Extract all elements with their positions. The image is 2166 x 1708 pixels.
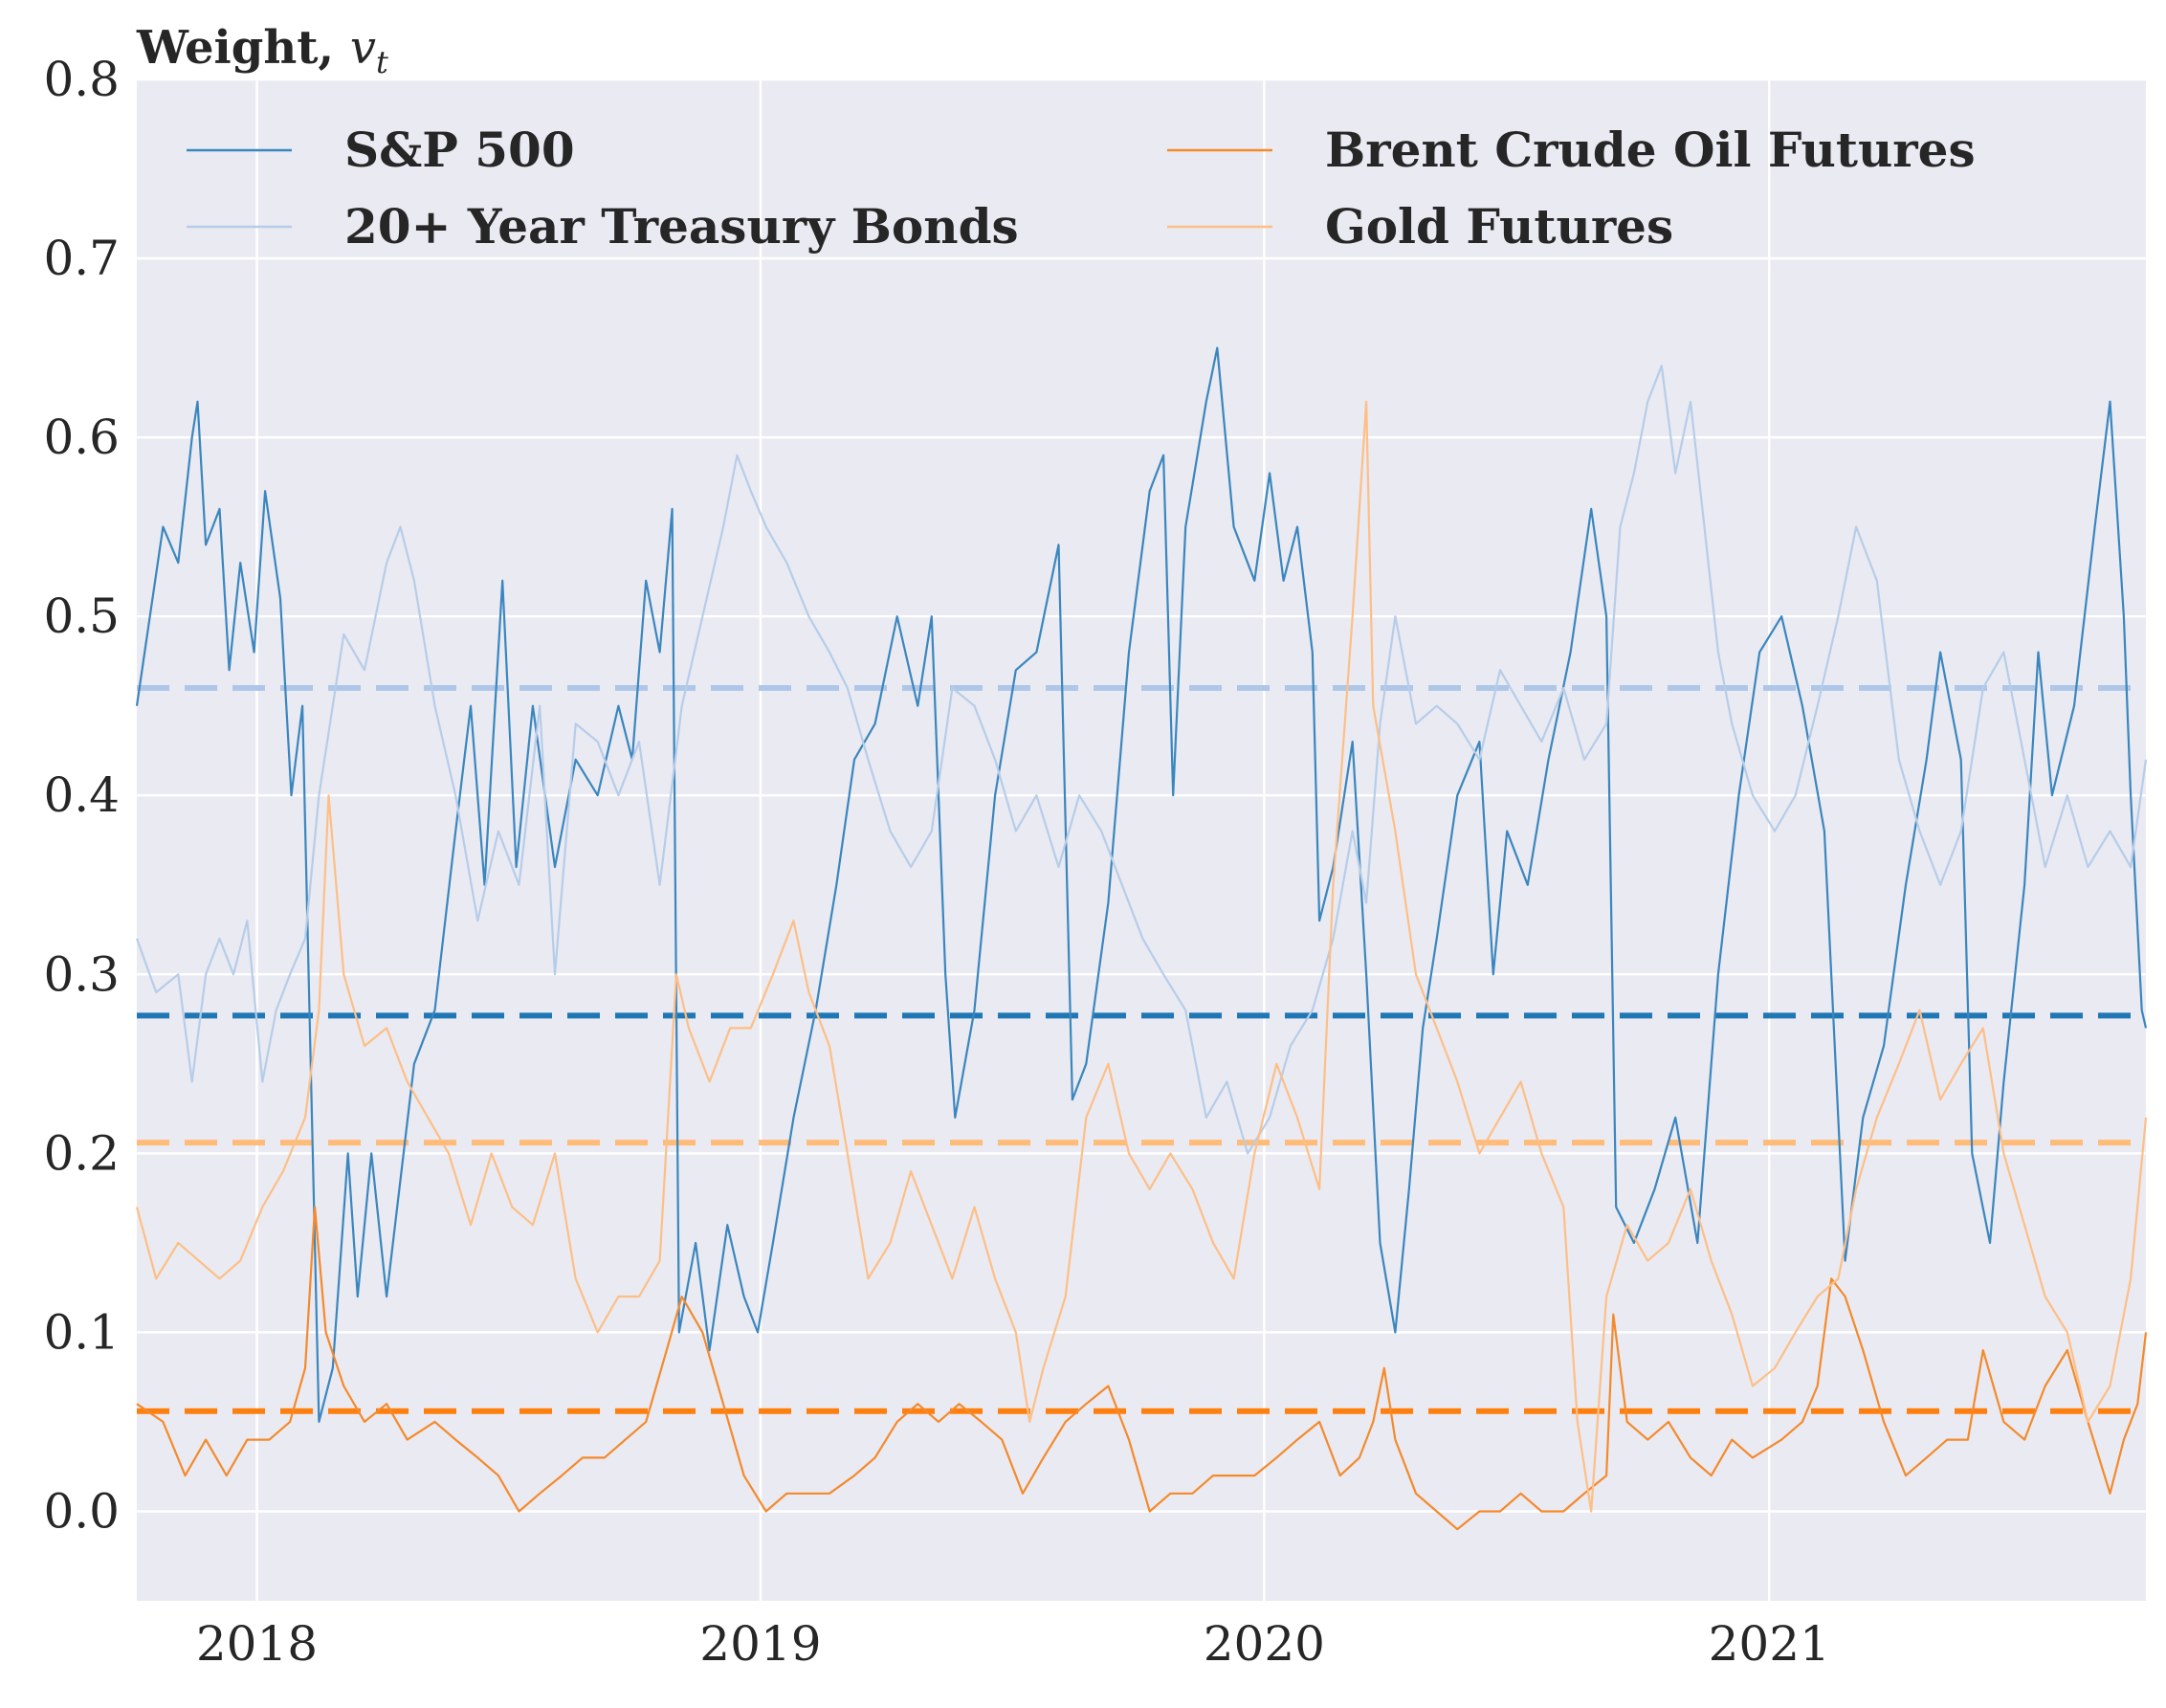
y-axis-label: Weight, vt: [136, 21, 388, 80]
y-tick-label: 0.7: [43, 231, 120, 286]
grid-lines: [137, 78, 2146, 1601]
y-axis-ticks: 0.0 0.1 0.2 0.3 0.4 0.5 0.6 0.7 0.8: [43, 52, 120, 1539]
legend-label-gold-futures: Gold Futures: [1325, 198, 1673, 255]
legend: S&P 500 20+ Year Treasury Bonds Brent Crud…: [187, 122, 1976, 255]
series-line-gold-futures: [135, 400, 2148, 1513]
x-tick-label: 2019: [699, 1616, 821, 1672]
y-tick-label: 0.4: [43, 767, 120, 823]
mean-lines: [137, 685, 2146, 1414]
series-lines: [135, 346, 2148, 1531]
y-tick-label: 0.6: [43, 410, 120, 465]
plot-background: [137, 79, 2146, 1601]
x-tick-label: 2020: [1204, 1616, 1325, 1672]
legend-label-brent-crude-oil-futures: Brent Crude Oil Futures: [1325, 122, 1976, 178]
series-line-s-p-500: [135, 346, 2148, 1424]
x-tick-label: 2018: [196, 1616, 318, 1672]
legend-label-s-p-500: S&P 500: [344, 122, 575, 178]
y-tick-label: 0.5: [43, 588, 120, 644]
y-tick-label: 0.1: [43, 1304, 120, 1360]
y-tick-label: 0.3: [43, 946, 120, 1002]
y-tick-label: 0.8: [43, 52, 120, 107]
x-tick-label: 2021: [1709, 1616, 1830, 1672]
y-tick-label: 0.2: [43, 1125, 120, 1181]
series-line-20-year-treasury-bonds: [135, 365, 2148, 1155]
y-tick-label: 0.0: [43, 1483, 120, 1539]
x-axis-ticks: 2018 2019 2020 2021: [196, 1616, 1830, 1672]
legend-label-20-year-treasury-bonds: 20+ Year Treasury Bonds: [344, 198, 1019, 255]
